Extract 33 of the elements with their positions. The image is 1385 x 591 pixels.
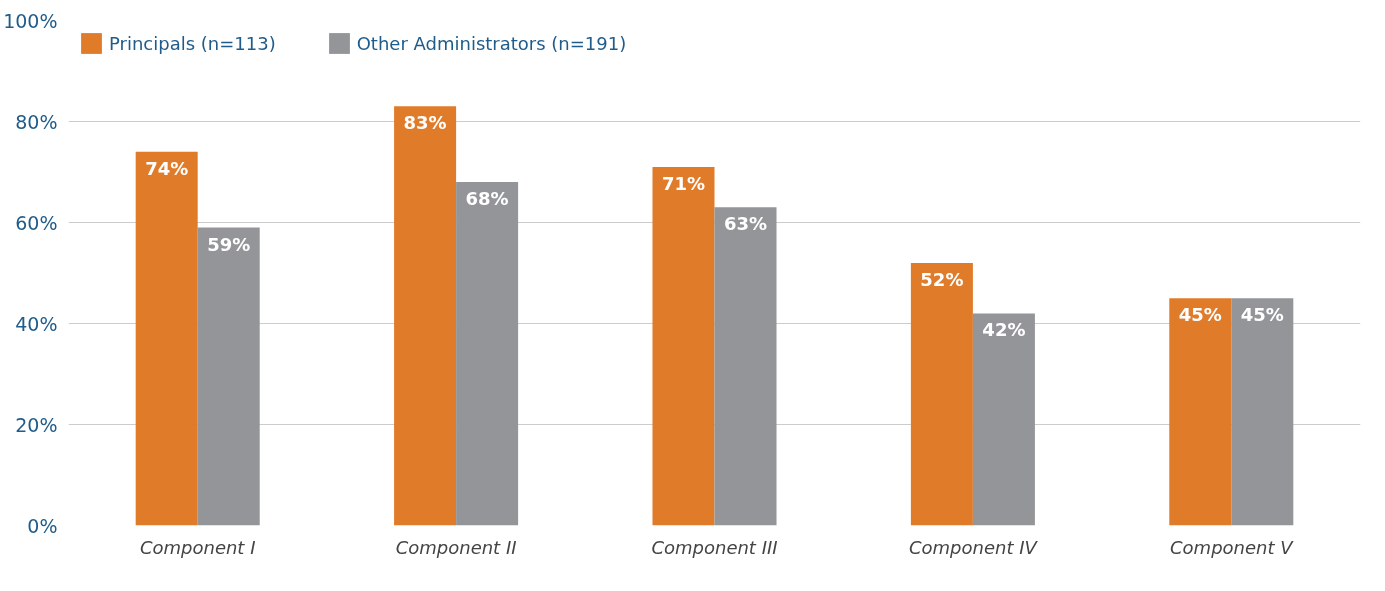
x-tick-label: Component II: [395, 536, 517, 558]
text: 74%: [145, 157, 189, 179]
y-tick-label: 20%: [15, 413, 58, 436]
x-tick-label: Component IV: [908, 536, 1039, 558]
bar: [197, 227, 260, 526]
text: 83%: [403, 112, 447, 134]
text: 59%: [207, 233, 251, 255]
legend-label: Other Administrators (n=191): [356, 32, 627, 54]
bar: [714, 207, 777, 526]
x-tick-label: Component V: [1170, 536, 1295, 558]
bar: [972, 313, 1035, 526]
y-tick-label: 80%: [15, 110, 58, 133]
legend-label: Principals (n=113): [109, 32, 276, 54]
text: 45%: [1240, 304, 1284, 326]
text: 63%: [723, 213, 768, 235]
y-tick-label: 0%: [27, 514, 58, 537]
text: 68%: [465, 188, 509, 210]
bar: [1169, 298, 1232, 526]
bar: [652, 166, 715, 526]
text: 42%: [982, 319, 1026, 341]
bar: [1231, 298, 1294, 526]
x-tick-label: Component III: [651, 536, 778, 558]
text: 71%: [661, 172, 706, 194]
bar: [456, 182, 519, 526]
bar: [135, 151, 198, 526]
y-tick-label: 100%: [3, 9, 58, 32]
bar: [910, 262, 973, 526]
x-tick-label: Component I: [139, 536, 256, 558]
y-tick-label: 60%: [15, 211, 58, 234]
y-tick-label: 40%: [15, 312, 58, 335]
text: 45%: [1178, 304, 1222, 326]
bar: [394, 106, 457, 526]
text: 52%: [920, 268, 964, 290]
